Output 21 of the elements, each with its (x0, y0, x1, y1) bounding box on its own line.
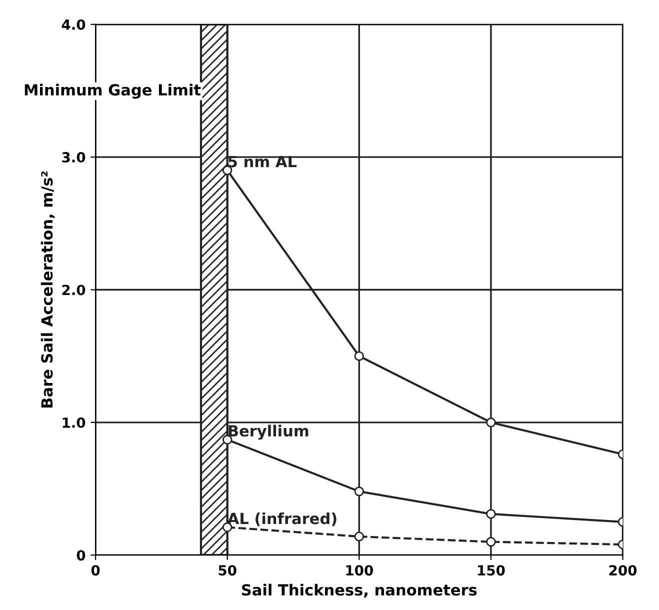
point (486, 509, 496, 519)
y-tick-label: 1.0 (62, 417, 86, 428)
y-tick-label: 2.0 (62, 284, 86, 296)
point (354, 486, 364, 496)
band-label: Minimum Gage Limit (24, 84, 201, 99)
point (354, 351, 364, 361)
x-tick-label: 0 (91, 565, 100, 576)
x-axis-title: Sail Thickness, nanometers (242, 584, 477, 598)
point (486, 536, 496, 547)
point (354, 532, 364, 542)
y-tick-label: 3.0 (62, 152, 86, 163)
x-tick-label: 100 (346, 565, 373, 576)
y-axis-title: Bare Sail Acceleration, m/s² (40, 171, 55, 408)
x-tick-label: 200 (609, 565, 637, 576)
series-label: Beryllium (228, 424, 308, 440)
y-tick-label: 4.0 (62, 19, 86, 30)
point (486, 418, 496, 428)
x-tick-label: 150 (478, 565, 505, 576)
y-tick-label: 0 (76, 550, 86, 561)
x-tick-label: 50 (218, 565, 236, 576)
point (222, 522, 232, 532)
